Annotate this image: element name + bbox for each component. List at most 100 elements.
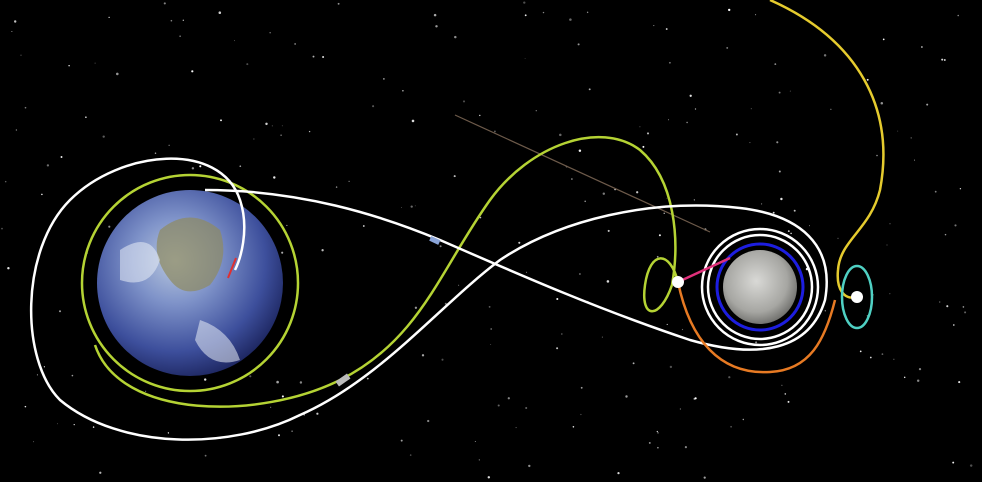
star	[286, 224, 288, 226]
star	[154, 152, 157, 154]
star	[270, 406, 272, 408]
star	[952, 461, 955, 464]
star	[542, 11, 545, 14]
star	[410, 205, 413, 208]
star	[308, 130, 311, 133]
star	[787, 230, 790, 232]
star	[943, 59, 946, 61]
star	[750, 108, 752, 110]
star	[14, 20, 17, 23]
star	[781, 384, 783, 386]
star	[441, 358, 444, 361]
star	[401, 206, 403, 208]
star	[584, 200, 586, 203]
star	[253, 138, 255, 140]
star	[556, 347, 559, 350]
star	[488, 305, 491, 308]
star	[273, 176, 276, 179]
star	[479, 114, 481, 117]
star	[108, 225, 111, 228]
star	[182, 19, 184, 21]
star	[772, 211, 775, 214]
star	[577, 43, 580, 46]
star	[474, 441, 476, 443]
link-line	[677, 256, 731, 284]
star	[617, 471, 620, 475]
star	[914, 159, 916, 161]
star	[337, 2, 340, 5]
star	[444, 302, 447, 305]
star	[648, 441, 651, 444]
star	[809, 225, 811, 227]
star	[946, 305, 949, 308]
star	[578, 273, 581, 275]
star	[665, 28, 668, 30]
star	[299, 381, 303, 384]
star	[580, 413, 582, 416]
star	[94, 62, 96, 64]
star	[556, 297, 559, 301]
star	[525, 406, 528, 410]
star	[586, 11, 589, 14]
star	[411, 119, 415, 123]
star	[239, 165, 242, 168]
star	[646, 132, 650, 135]
star	[335, 186, 338, 188]
star	[679, 408, 681, 410]
star	[793, 209, 796, 212]
star	[11, 31, 13, 32]
moon	[723, 250, 797, 324]
star	[191, 167, 195, 170]
star	[518, 241, 521, 244]
star	[454, 35, 457, 39]
star	[204, 378, 207, 381]
lagrange-point	[851, 291, 863, 303]
star	[71, 374, 74, 377]
star	[572, 426, 575, 428]
earth-continent	[156, 217, 224, 292]
star	[703, 476, 706, 479]
star	[523, 1, 526, 4]
star	[632, 362, 635, 365]
star	[535, 110, 537, 112]
star	[939, 301, 941, 303]
star	[749, 142, 751, 144]
earth-clouds	[120, 242, 240, 363]
star	[281, 251, 284, 254]
star	[658, 234, 661, 237]
star	[179, 35, 181, 37]
star	[281, 125, 283, 127]
star	[903, 376, 906, 379]
star	[954, 224, 957, 227]
star	[400, 439, 403, 442]
star	[526, 271, 528, 273]
star	[693, 199, 695, 201]
star	[694, 397, 697, 400]
star	[569, 18, 572, 21]
star	[36, 374, 38, 376]
star	[168, 144, 170, 146]
star	[294, 43, 296, 45]
star	[458, 284, 460, 286]
star	[824, 310, 826, 312]
star	[578, 149, 582, 153]
star	[58, 310, 62, 313]
star	[218, 11, 222, 14]
star	[859, 350, 862, 353]
star	[145, 390, 147, 392]
star	[607, 229, 610, 232]
star	[493, 130, 496, 133]
star	[490, 343, 492, 345]
star	[246, 63, 249, 66]
star	[921, 46, 923, 48]
star	[271, 125, 273, 127]
star	[755, 14, 757, 16]
star	[866, 78, 869, 81]
star	[889, 293, 891, 295]
star	[728, 376, 731, 379]
moon-orbit-white	[706, 233, 814, 341]
star	[561, 333, 563, 335]
